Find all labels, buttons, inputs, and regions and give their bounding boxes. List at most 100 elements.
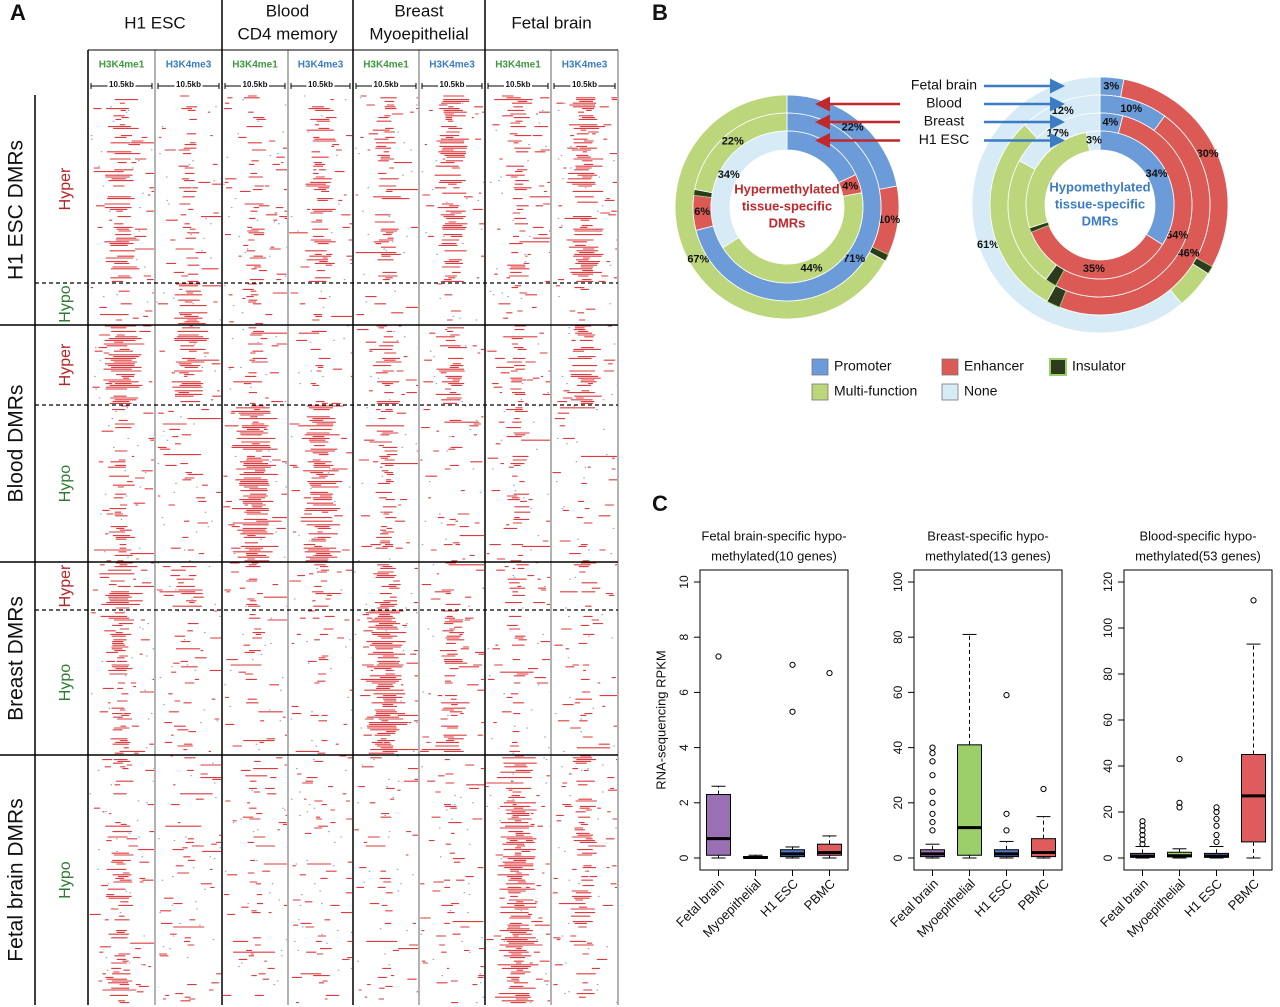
heatmap-background (354, 612, 418, 754)
donut-center-label: Hypermethylated (734, 181, 840, 196)
panel-label: C (652, 491, 668, 516)
heatmap-signal (291, 610, 352, 754)
heatmap-signal (157, 283, 221, 325)
y-tick-label: 4 (677, 744, 691, 751)
mark-label: H3K4me1 (99, 60, 145, 71)
heatmap-signal (289, 99, 352, 282)
window-label: 10.5kb (109, 80, 134, 89)
heatmap-signal (560, 562, 617, 607)
heatmap-signal (356, 325, 418, 404)
legend-label: None (964, 383, 998, 399)
heatmap-signal (223, 405, 287, 562)
plot-title: Blood-specific hypo- (1139, 528, 1256, 543)
donut-value-label: 3% (1086, 135, 1102, 147)
y-axis-label: RNA-sequencing RPKM (653, 650, 668, 789)
group-label: Hypo (57, 285, 74, 322)
outlier (929, 744, 936, 751)
heatmap-signal (421, 562, 484, 605)
heatmap-signal (420, 759, 484, 1004)
heatmap-signal (552, 755, 617, 1004)
plot-title: methylated(10 genes) (711, 548, 837, 563)
ring-name: Blood (926, 95, 962, 111)
heatmap-signal (552, 407, 617, 562)
heatmap-background (290, 421, 351, 556)
heatmap-signal (228, 327, 287, 404)
sample-name: Blood (266, 1, 309, 20)
donut-center-label: Hypomethylated (1049, 179, 1150, 194)
heatmap-background (490, 109, 547, 270)
y-tick-label: 20 (1101, 805, 1115, 819)
outlier (715, 653, 722, 660)
box (706, 794, 731, 856)
heatmap-signal (357, 610, 418, 754)
outlier (1139, 827, 1146, 834)
donut-segment (710, 130, 788, 249)
plot-title: Breast-specific hypo- (927, 528, 1048, 543)
heatmap-background (512, 562, 546, 609)
window-label: 10.5kb (506, 80, 531, 89)
outlier (1139, 831, 1146, 839)
heatmap (89, 95, 617, 1004)
window-label-bg (174, 80, 203, 90)
mark-label: H3K4me1 (232, 60, 278, 71)
heatmap-background (558, 296, 612, 305)
heatmap-signal (290, 292, 352, 321)
x-tick-label: PBMC (1225, 876, 1262, 913)
y-tick-label: 0 (891, 854, 905, 861)
heatmap-signal (355, 95, 418, 281)
heatmap-background (490, 405, 549, 551)
panel-label: B (652, 0, 668, 25)
heatmap-background (520, 343, 549, 401)
outlier (1003, 827, 1010, 834)
window-label-bg (372, 80, 400, 90)
box (957, 744, 982, 856)
x-tick-label: PBMC (1015, 876, 1052, 913)
outlier (1250, 597, 1257, 604)
group-label: Hypo (57, 465, 74, 502)
donut-value-label: 71% (843, 253, 865, 265)
window-label-bg (107, 80, 136, 90)
mark-label: H3K4me3 (166, 60, 212, 71)
y-tick-label: 6 (677, 689, 691, 696)
donut-value-label: 10% (878, 214, 900, 226)
heatmap-signal (224, 95, 287, 281)
x-tick-label: H1 ESC (971, 876, 1015, 920)
heatmap-signal (289, 405, 352, 562)
outlier (929, 810, 936, 817)
window-label-bg (570, 80, 599, 90)
ring-name: Fetal brain (911, 77, 977, 93)
heatmap-background (91, 610, 154, 749)
heatmap-background (558, 764, 617, 995)
outlier (1213, 838, 1220, 846)
donut-value-label: 6% (694, 206, 710, 218)
outlier (1139, 836, 1146, 843)
heatmap-signal (423, 327, 484, 404)
heatmap-signal (292, 755, 352, 1004)
heatmap-background (357, 755, 414, 966)
group-label: Hyper (57, 167, 74, 210)
heatmap-signal (159, 95, 221, 282)
heatmap-background (365, 290, 396, 303)
heatmap-background (370, 330, 406, 401)
legend-swatch (1049, 358, 1067, 376)
outlier (1139, 841, 1146, 848)
heatmap-background (157, 562, 217, 605)
mark-label: H3K4me3 (429, 60, 475, 71)
heatmap-signal (556, 285, 596, 321)
heatmap-signal (358, 409, 418, 549)
donut-value-label: 34% (718, 169, 740, 181)
outlier (1213, 808, 1220, 816)
heatmap-signal (486, 407, 550, 562)
legend-swatch (811, 383, 829, 401)
outlier (826, 669, 833, 677)
heatmap-background (298, 325, 349, 385)
y-tick-label: 60 (891, 685, 905, 699)
heatmap-background (89, 769, 154, 971)
donut-value-label: 30% (1197, 148, 1219, 160)
outlier (929, 819, 936, 826)
legend-label: Multi-function (834, 383, 917, 399)
box (817, 843, 842, 856)
y-tick-label: 8 (677, 634, 691, 641)
heatmap-signal (159, 755, 221, 1002)
heatmap-background (355, 97, 418, 277)
